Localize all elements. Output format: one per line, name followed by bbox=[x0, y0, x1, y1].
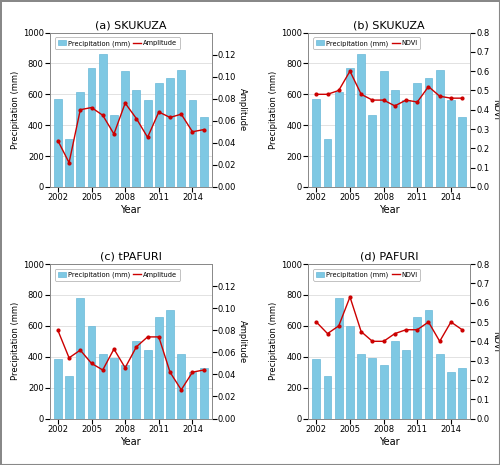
Bar bbox=[54, 359, 62, 418]
Y-axis label: NDVI: NDVI bbox=[492, 331, 500, 352]
Bar bbox=[155, 317, 162, 418]
Legend: Precipitation (mm), Amplitude: Precipitation (mm), Amplitude bbox=[55, 269, 180, 281]
Bar bbox=[88, 326, 96, 418]
Bar bbox=[99, 354, 106, 418]
Bar bbox=[188, 372, 196, 418]
Bar bbox=[132, 341, 140, 418]
Bar bbox=[200, 118, 207, 187]
Bar bbox=[380, 365, 388, 418]
Bar bbox=[200, 367, 207, 418]
Title: (c) tPAFURI: (c) tPAFURI bbox=[100, 252, 162, 262]
Title: (a) SKUKUZA: (a) SKUKUZA bbox=[95, 20, 166, 30]
X-axis label: Year: Year bbox=[379, 205, 400, 215]
Bar bbox=[65, 376, 73, 418]
Bar bbox=[312, 359, 320, 418]
Bar bbox=[178, 354, 185, 418]
Bar bbox=[414, 83, 421, 187]
Bar bbox=[335, 92, 342, 187]
X-axis label: Year: Year bbox=[379, 437, 400, 446]
Bar bbox=[424, 78, 432, 187]
Bar bbox=[402, 350, 410, 418]
X-axis label: Year: Year bbox=[120, 437, 141, 446]
Bar bbox=[188, 100, 196, 187]
Bar bbox=[76, 298, 84, 418]
Legend: Precipitation (mm), Amplitude: Precipitation (mm), Amplitude bbox=[55, 37, 180, 49]
Bar bbox=[391, 341, 399, 418]
Bar bbox=[54, 99, 62, 187]
Bar bbox=[312, 99, 320, 187]
Bar bbox=[414, 317, 421, 418]
Bar bbox=[436, 354, 444, 418]
Legend: Precipitation (mm), NDVI: Precipitation (mm), NDVI bbox=[314, 269, 420, 281]
Y-axis label: Precipitation (mm): Precipitation (mm) bbox=[11, 71, 20, 149]
Y-axis label: Precipitation (mm): Precipitation (mm) bbox=[270, 71, 278, 149]
Title: (b) SKUKUZA: (b) SKUKUZA bbox=[354, 20, 425, 30]
Bar bbox=[99, 54, 106, 187]
Bar bbox=[458, 367, 466, 418]
Bar bbox=[391, 90, 399, 187]
Bar bbox=[324, 376, 332, 418]
Bar bbox=[76, 92, 84, 187]
Title: (d) PAFURI: (d) PAFURI bbox=[360, 252, 418, 262]
Bar bbox=[346, 326, 354, 418]
Bar bbox=[110, 115, 118, 187]
Bar bbox=[447, 372, 455, 418]
Bar bbox=[121, 71, 129, 187]
Y-axis label: Precipitation (mm): Precipitation (mm) bbox=[270, 302, 278, 380]
Bar bbox=[144, 100, 152, 187]
Bar bbox=[346, 68, 354, 187]
Bar bbox=[447, 100, 455, 187]
Bar bbox=[424, 311, 432, 418]
Bar bbox=[166, 311, 174, 418]
Bar bbox=[166, 78, 174, 187]
Bar bbox=[110, 359, 118, 418]
Bar bbox=[368, 359, 376, 418]
Y-axis label: Amplitude: Amplitude bbox=[238, 319, 248, 363]
Bar bbox=[402, 100, 410, 187]
Bar bbox=[335, 298, 342, 418]
Bar bbox=[458, 118, 466, 187]
Bar bbox=[178, 70, 185, 187]
Bar bbox=[155, 83, 162, 187]
Bar bbox=[132, 90, 140, 187]
Legend: Precipitation (mm), NDVI: Precipitation (mm), NDVI bbox=[314, 37, 420, 49]
Y-axis label: Precipitation (mm): Precipitation (mm) bbox=[11, 302, 20, 380]
Bar bbox=[436, 70, 444, 187]
Bar bbox=[65, 139, 73, 187]
Bar bbox=[144, 350, 152, 418]
Bar bbox=[358, 354, 365, 418]
Bar bbox=[368, 115, 376, 187]
Bar bbox=[358, 54, 365, 187]
Y-axis label: Amplitude: Amplitude bbox=[238, 88, 248, 132]
Bar bbox=[380, 71, 388, 187]
Bar bbox=[88, 68, 96, 187]
Y-axis label: NDVI: NDVI bbox=[492, 99, 500, 120]
X-axis label: Year: Year bbox=[120, 205, 141, 215]
Bar bbox=[121, 365, 129, 418]
Bar bbox=[324, 139, 332, 187]
